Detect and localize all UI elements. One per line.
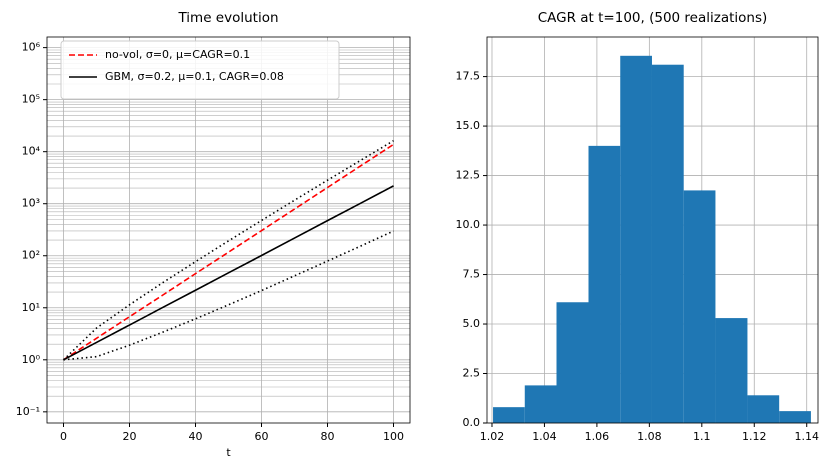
- x-tick-label: 1.1: [693, 430, 711, 443]
- x-tick-label: 1.04: [532, 430, 557, 443]
- hist-bar: [683, 190, 716, 423]
- axes-frame: [46, 36, 411, 424]
- x-axis-label: t: [226, 446, 231, 459]
- series-line: [63, 185, 394, 361]
- series-line: [62, 140, 394, 361]
- x-tick-label: 0: [60, 430, 67, 443]
- x-tick-label: 100: [383, 430, 404, 443]
- series-line: [63, 143, 394, 361]
- series-line: [63, 230, 394, 361]
- x-tick-label: 20: [123, 430, 137, 443]
- chart-title: Time evolution: [177, 10, 278, 26]
- hist-bar: [715, 318, 748, 423]
- hist-bar: [779, 411, 811, 423]
- y-tick-label: 10⁵: [22, 93, 40, 106]
- y-tick-label: 10⁰: [22, 353, 41, 366]
- hist-bar: [620, 55, 652, 424]
- hist-bar: [524, 385, 557, 423]
- x-tick-label: 1.12: [742, 430, 767, 443]
- y-tick-label: 10¹: [22, 301, 40, 314]
- grid: [47, 37, 410, 423]
- hist-bar: [651, 64, 684, 423]
- plot-lines: [62, 140, 394, 361]
- y-tick-label: 0.0: [463, 416, 481, 429]
- legend-box: [60, 40, 340, 100]
- x-tick-label: 1.08: [637, 430, 662, 443]
- chart-title: CAGR at t=100, (500 realizations): [538, 10, 768, 26]
- x-tick-label: 40: [189, 430, 203, 443]
- y-tick-label: 10⁴: [22, 145, 41, 158]
- y-tick-label: 12.5: [456, 169, 481, 182]
- y-tick-label: 7.5: [463, 268, 481, 281]
- x-tick-label: 1.02: [480, 430, 505, 443]
- y-tick-label: 10.0: [456, 218, 481, 231]
- y-tick-label: 17.5: [456, 70, 481, 83]
- x-tick-label: 80: [321, 430, 335, 443]
- y-tick-label: 10⁻¹: [16, 405, 40, 418]
- y-tick-label: 10³: [22, 197, 40, 210]
- hist-bar: [747, 395, 780, 423]
- y-tick-label: 2.5: [463, 367, 481, 380]
- y-tick-label: 10²: [22, 249, 40, 262]
- y-tick-label: 15.0: [456, 119, 481, 132]
- x-tick-label: 1.06: [585, 430, 610, 443]
- hist-bar: [493, 407, 525, 423]
- legend-label: GBM, σ=0.2, μ=0.1, CAGR=0.08: [105, 70, 284, 83]
- y-tick-label: 10⁶: [22, 41, 41, 54]
- hist-bar: [588, 145, 621, 423]
- axes-frame: [486, 36, 819, 424]
- y-tick-label: 5.0: [463, 317, 481, 330]
- x-tick-label: 60: [255, 430, 269, 443]
- hist-bar: [556, 302, 589, 423]
- legend-label: no-vol, σ=0, μ=CAGR=0.1: [105, 48, 250, 61]
- x-tick-label: 1.14: [794, 430, 819, 443]
